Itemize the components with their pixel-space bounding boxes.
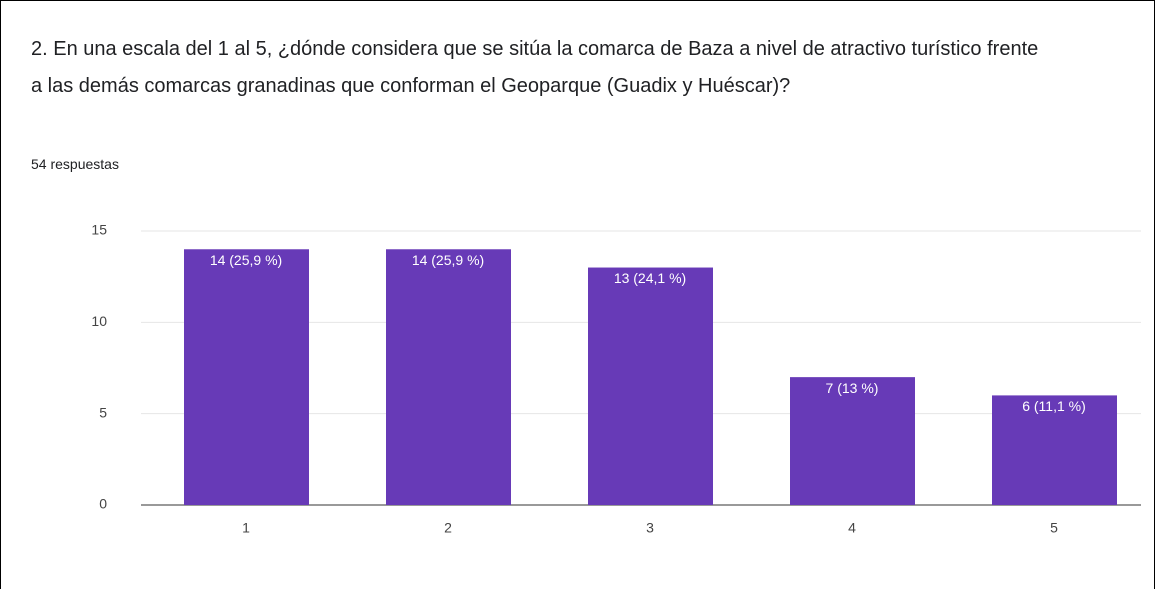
y-tick-label: 10 <box>91 313 107 329</box>
y-tick-label: 0 <box>99 496 107 512</box>
x-tick-label: 1 <box>242 520 250 536</box>
bar <box>588 267 713 505</box>
data-label: 13 (24,1 %) <box>614 270 686 286</box>
data-label: 7 (13 %) <box>826 380 879 396</box>
data-label: 6 (11,1 %) <box>1022 398 1086 414</box>
chart-title: 2. En una escala del 1 al 5, ¿dónde cons… <box>31 38 1039 97</box>
x-tick-label: 3 <box>646 520 654 536</box>
x-tick-label: 5 <box>1050 520 1058 536</box>
bar <box>386 249 511 505</box>
y-tick-label: 5 <box>99 404 107 420</box>
bar <box>992 395 1117 505</box>
x-tick-label: 4 <box>848 520 856 536</box>
response-count: 54 respuestas <box>31 156 119 172</box>
data-label: 14 (25,9 %) <box>210 252 282 268</box>
data-label: 14 (25,9 %) <box>412 252 484 268</box>
bar <box>184 249 309 505</box>
bar <box>790 377 915 505</box>
x-tick-label: 2 <box>444 520 452 536</box>
y-tick-label: 15 <box>91 222 107 238</box>
